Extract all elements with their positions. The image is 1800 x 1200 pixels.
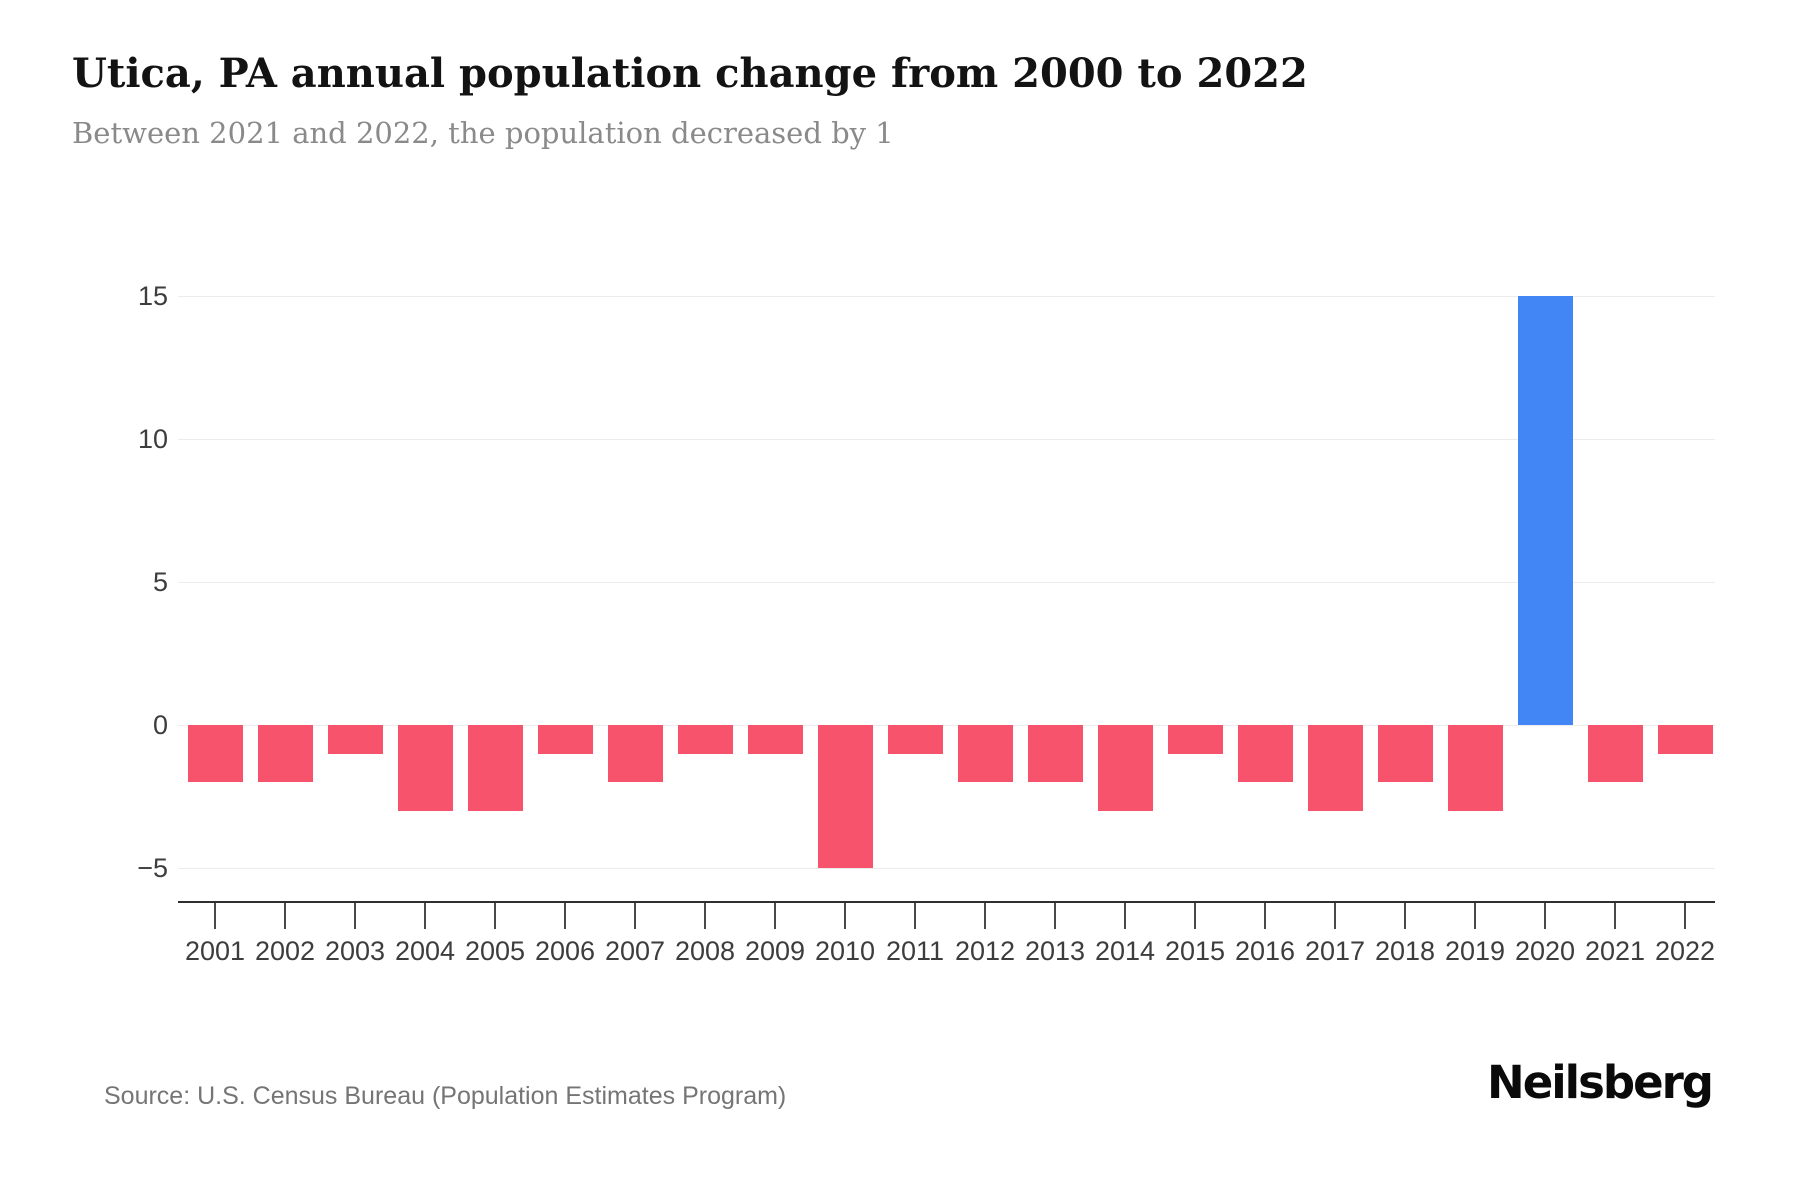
x-axis-tick-2019: [1474, 903, 1476, 929]
chart-subtitle: Between 2021 and 2022, the population de…: [72, 116, 894, 150]
x-axis-tick-2012: [984, 903, 986, 929]
x-axis-label-2002: 2002: [254, 936, 316, 966]
x-axis-line: [178, 901, 1715, 903]
x-axis-label-2016: 2016: [1234, 936, 1296, 966]
x-axis-label-2019: 2019: [1444, 936, 1506, 966]
x-axis-label-2001: 2001: [184, 936, 246, 966]
x-axis-tick-2007: [634, 903, 636, 929]
bar-2021[interactable]: [1588, 725, 1643, 782]
x-axis-tick-2009: [774, 903, 776, 929]
x-axis-label-2008: 2008: [674, 936, 736, 966]
bar-2001[interactable]: [188, 725, 243, 782]
x-axis-tick-2017: [1334, 903, 1336, 929]
x-axis-label-2005: 2005: [464, 936, 526, 966]
neilsberg-logo: Neilsberg: [1487, 1056, 1714, 1109]
x-axis-label-2010: 2010: [814, 936, 876, 966]
x-axis-label-2011: 2011: [885, 936, 945, 966]
x-axis-label-2003: 2003: [324, 936, 386, 966]
gridline-y-−5: [178, 868, 1715, 869]
x-axis-label-2021: 2021: [1584, 936, 1646, 966]
bar-2018[interactable]: [1378, 725, 1433, 782]
y-axis-label-0: 0: [152, 710, 168, 740]
bar-2009[interactable]: [748, 725, 803, 754]
bar-2022[interactable]: [1658, 725, 1713, 754]
y-axis-label-15: 15: [137, 281, 168, 311]
x-axis-tick-2001: [214, 903, 216, 929]
x-axis-tick-2006: [564, 903, 566, 929]
bar-2020[interactable]: [1518, 296, 1573, 725]
x-axis-label-2013: 2013: [1024, 936, 1086, 966]
bar-2011[interactable]: [888, 725, 943, 754]
bar-2017[interactable]: [1308, 725, 1363, 811]
bar-2005[interactable]: [468, 725, 523, 811]
x-axis-tick-2013: [1054, 903, 1056, 929]
y-axis-label-−5: −5: [137, 853, 168, 883]
x-axis-tick-2021: [1614, 903, 1616, 929]
x-axis-tick-2004: [424, 903, 426, 929]
x-axis-tick-2010: [844, 903, 846, 929]
gridline-y-10: [178, 439, 1715, 440]
x-axis-tick-2020: [1544, 903, 1546, 929]
gridline-y-0: [178, 725, 1715, 726]
gridline-y-5: [178, 582, 1715, 583]
bar-2002[interactable]: [258, 725, 313, 782]
x-axis-label-2006: 2006: [534, 936, 596, 966]
x-axis-label-2004: 2004: [394, 936, 456, 966]
x-axis-label-2015: 2015: [1164, 936, 1226, 966]
x-axis-label-2017: 2017: [1304, 936, 1366, 966]
bar-2004[interactable]: [398, 725, 453, 811]
bar-2008[interactable]: [678, 725, 733, 754]
x-axis-label-2012: 2012: [954, 936, 1016, 966]
x-axis-label-2007: 2007: [604, 936, 666, 966]
bar-2006[interactable]: [538, 725, 593, 754]
bar-2015[interactable]: [1168, 725, 1223, 754]
x-axis-tick-2005: [494, 903, 496, 929]
x-axis-tick-2015: [1194, 903, 1196, 929]
chart-title: Utica, PA annual population change from …: [72, 50, 1308, 97]
bar-2014[interactable]: [1098, 725, 1153, 811]
bar-2016[interactable]: [1238, 725, 1293, 782]
bar-2003[interactable]: [328, 725, 383, 754]
x-axis-tick-2014: [1124, 903, 1126, 929]
x-axis-tick-2008: [704, 903, 706, 929]
x-axis-tick-2016: [1264, 903, 1266, 929]
bar-2012[interactable]: [958, 725, 1013, 782]
x-axis-tick-2011: [914, 903, 916, 929]
y-axis-label-5: 5: [152, 567, 168, 597]
y-axis-label-10: 10: [137, 424, 168, 454]
gridline-y-15: [178, 296, 1715, 297]
x-axis-label-2014: 2014: [1094, 936, 1156, 966]
x-axis-label-2020: 2020: [1514, 936, 1576, 966]
x-axis-tick-2018: [1404, 903, 1406, 929]
x-axis-label-2018: 2018: [1374, 936, 1436, 966]
source-caption: Source: U.S. Census Bureau (Population E…: [104, 1082, 787, 1110]
x-axis-tick-2003: [354, 903, 356, 929]
x-axis-label-2022: 2022: [1654, 936, 1716, 966]
bar-2019[interactable]: [1448, 725, 1503, 811]
bar-2007[interactable]: [608, 725, 663, 782]
x-axis-label-2009: 2009: [744, 936, 806, 966]
bar-2010[interactable]: [818, 725, 873, 868]
bar-2013[interactable]: [1028, 725, 1083, 782]
x-axis-tick-2002: [284, 903, 286, 929]
x-axis-tick-2022: [1684, 903, 1686, 929]
